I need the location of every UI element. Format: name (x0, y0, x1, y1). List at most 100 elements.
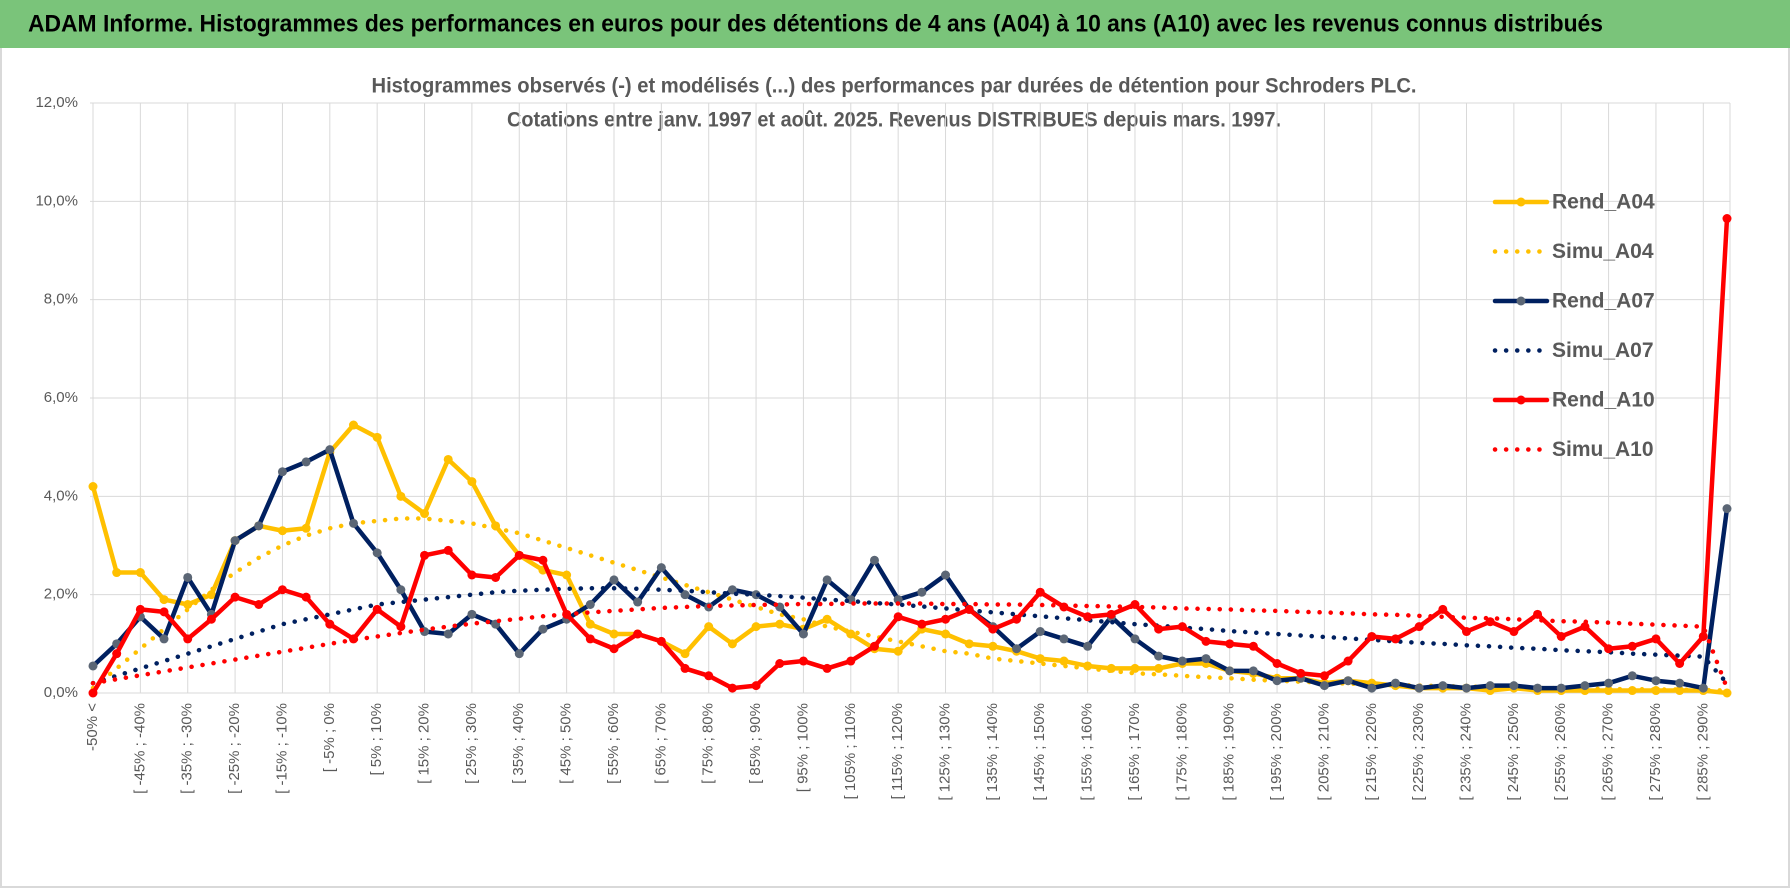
y-tick-label: 12,0% (35, 94, 78, 111)
data-point (633, 597, 643, 607)
data-point (254, 521, 264, 531)
data-point (585, 600, 595, 609)
x-tick-label: [ 95% ; 100% (794, 703, 811, 792)
x-tick-label: [ 75% ; 80% (700, 703, 717, 784)
data-point (277, 526, 287, 536)
data-point (798, 629, 808, 639)
data-point (1722, 504, 1732, 514)
data-point (443, 629, 453, 639)
data-point (727, 683, 737, 693)
data-point (1177, 656, 1187, 666)
data-point (1556, 631, 1566, 641)
data-point (88, 661, 98, 671)
x-tick-label: [ 135% ; 140% (984, 703, 1001, 801)
data-point (1675, 678, 1685, 688)
data-point (1130, 634, 1140, 644)
data-point (514, 550, 524, 560)
data-point (467, 477, 477, 487)
data-point (917, 619, 927, 629)
legend-label: Rend_A10 (1552, 389, 1655, 412)
data-point (230, 536, 240, 546)
y-tick-label: 4,0% (44, 487, 78, 504)
data-point (230, 592, 240, 602)
data-point (1627, 671, 1637, 681)
data-point (680, 590, 690, 600)
data-point (1012, 614, 1022, 624)
series-line (90, 601, 1730, 691)
x-tick-label: [ -5% ; 0% (321, 703, 338, 772)
data-point (704, 622, 714, 632)
data-point (1367, 683, 1377, 693)
data-point (1248, 641, 1258, 651)
data-point (1580, 622, 1590, 632)
x-tick-label: [ 5% ; 10% (368, 703, 385, 776)
data-point (348, 518, 358, 528)
legend-label: Simu_A07 (1552, 339, 1654, 362)
data-point (467, 609, 477, 619)
data-point (1604, 678, 1614, 688)
chart-title: Histogrammes observés (-) et modélisés (… (372, 75, 1417, 98)
data-point (396, 585, 406, 595)
data-point (277, 467, 287, 477)
data-point (1675, 659, 1685, 668)
data-point (372, 548, 382, 558)
data-point (1533, 683, 1543, 693)
data-point (822, 575, 832, 585)
x-tick-label: [ 175% ; 180% (1173, 703, 1190, 801)
x-tick-label: [ 285% ; 290% (1694, 703, 1711, 801)
legend-label: Rend_A07 (1552, 290, 1655, 313)
data-point (254, 600, 264, 609)
data-point (538, 555, 548, 565)
legend-label: Simu_A10 (1552, 438, 1654, 461)
data-point (1272, 659, 1282, 668)
x-tick-label: [ 85% ; 90% (747, 703, 764, 784)
data-point (1201, 636, 1211, 646)
data-point (1651, 634, 1661, 644)
data-point (1485, 681, 1495, 691)
legend-marker (1516, 197, 1526, 207)
x-tick-label: [ 105% ; 110% (842, 703, 859, 799)
data-point (135, 604, 145, 614)
data-point (1390, 634, 1400, 644)
data-point (277, 585, 287, 595)
data-point (1035, 587, 1045, 597)
x-tick-label: [ 115% ; 120% (889, 703, 906, 799)
x-tick-label: [ 165% ; 170% (1126, 703, 1143, 801)
data-point (893, 646, 903, 656)
data-point (869, 641, 879, 651)
data-point (301, 592, 311, 602)
data-point (372, 604, 382, 614)
y-tick-label: 6,0% (44, 389, 78, 406)
data-point (964, 604, 974, 614)
data-point (1201, 654, 1211, 664)
data-point (1414, 622, 1424, 632)
data-point (1343, 676, 1353, 686)
x-tick-label: [ 225% ; 230% (1410, 703, 1427, 801)
data-point (585, 634, 595, 644)
data-point (704, 671, 714, 681)
data-point (1272, 676, 1282, 686)
data-point (183, 634, 193, 644)
data-point (1106, 609, 1116, 619)
x-tick-label: [ 255% ; 260% (1552, 703, 1569, 801)
data-point (680, 649, 690, 659)
data-point (183, 600, 193, 609)
y-tick-label: 8,0% (44, 291, 78, 308)
data-point (1083, 612, 1093, 622)
data-point (1083, 641, 1093, 651)
data-point (1462, 683, 1472, 693)
data-point (1035, 627, 1045, 637)
data-point (1059, 634, 1069, 644)
data-point (1627, 641, 1637, 651)
data-point (1154, 624, 1164, 634)
data-point (1154, 651, 1164, 661)
data-point (941, 629, 951, 639)
series-line (90, 216, 1730, 696)
legend-label: Simu_A04 (1552, 240, 1654, 263)
plot-area (88, 214, 1732, 698)
x-tick-label: [ 65% ; 70% (652, 703, 669, 784)
data-point (183, 572, 193, 582)
data-point (1722, 214, 1732, 224)
data-point (1462, 627, 1472, 637)
